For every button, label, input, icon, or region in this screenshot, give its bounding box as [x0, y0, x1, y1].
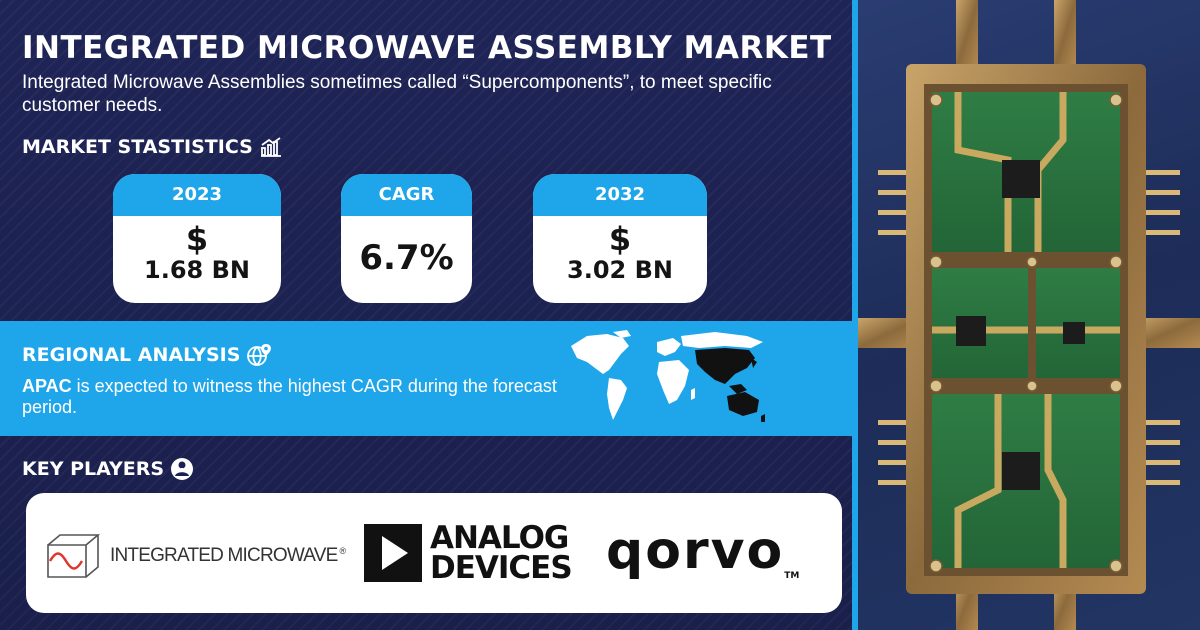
analog-devices-line2: DEVICES [430, 550, 573, 586]
key-players-label: KEY PLAYERS [22, 458, 165, 480]
chart-growth-icon [260, 137, 281, 157]
market-statistics-label: MARKET STASTISTICS [22, 136, 253, 158]
stat-card-value: 3.02 BN [567, 256, 673, 284]
logo-qorvo: qorvoTM [606, 521, 799, 581]
globe-pin-icon [247, 344, 272, 366]
regional-analysis-text: APAC is expected to witness the highest … [22, 376, 562, 418]
stat-card-currency: $ [185, 220, 209, 258]
stat-card-value: 1.68 BN [144, 256, 250, 284]
analog-devices-triangle-icon [364, 524, 422, 582]
qorvo-name: qorvo [606, 521, 785, 581]
product-photo [858, 0, 1200, 630]
regional-analysis-heading: REGIONAL ANALYSIS [22, 343, 272, 367]
logo-integrated-microwave: INTEGRATED MICROWAVE ® [46, 533, 346, 579]
stat-card-label: 2032 [533, 174, 707, 216]
analog-devices-line1: ANALOG [430, 520, 569, 556]
stat-card-value: 6.7% [359, 238, 454, 278]
stat-card-label: 2023 [113, 174, 281, 216]
stat-card-2032: 2032 $ 3.02 BN [533, 174, 707, 303]
key-players-heading: KEY PLAYERS [22, 457, 194, 481]
stat-card-label: CAGR [341, 174, 472, 216]
stat-card-2023: 2023 $ 1.68 BN [113, 174, 281, 303]
blue-divider [852, 0, 858, 630]
market-statistics-heading: MARKET STASTISTICS [22, 136, 283, 158]
person-bulb-icon [171, 458, 194, 480]
microwave-assembly-image [858, 0, 1200, 630]
regional-analysis-label: REGIONAL ANALYSIS [22, 344, 241, 366]
page-subtitle: Integrated Microwave Assemblies sometime… [22, 72, 772, 116]
integrated-microwave-name: INTEGRATED MICROWAVE [110, 545, 338, 566]
page-title: INTEGRATED MICROWAVE ASSEMBLY MARKET [22, 30, 832, 66]
stat-card-cagr: CAGR 6.7% [341, 174, 472, 303]
world-map-icon [571, 330, 765, 422]
integrated-microwave-mark: ® [339, 546, 347, 556]
key-players-logos: INTEGRATED MICROWAVE ® ANALOG DEVICES qo… [26, 493, 842, 613]
region-highlight: APAC [22, 376, 72, 396]
logo-analog-devices: ANALOG DEVICES [364, 520, 573, 586]
integrated-microwave-logo-mark-icon [47, 534, 100, 578]
stat-card-currency: $ [608, 220, 632, 258]
qorvo-mark: TM [784, 571, 800, 581]
region-description: is expected to witness the highest CAGR … [22, 376, 557, 417]
